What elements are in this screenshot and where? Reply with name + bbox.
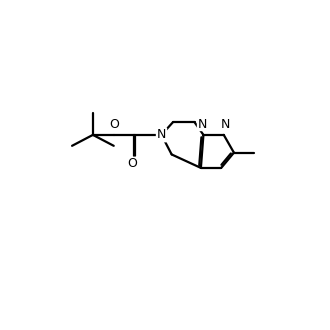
Text: N: N <box>157 128 166 141</box>
Text: N: N <box>220 117 230 131</box>
Text: O: O <box>127 157 137 170</box>
Text: O: O <box>109 117 119 131</box>
Text: N: N <box>197 117 207 131</box>
